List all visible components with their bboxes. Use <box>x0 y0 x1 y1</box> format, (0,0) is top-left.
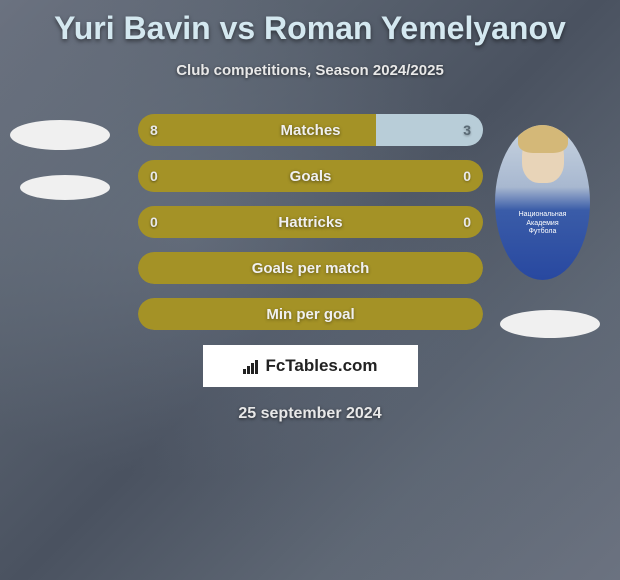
stat-row: 00Hattricks <box>138 206 483 238</box>
stats-container: 83Matches 00Goals 00Hattricks Goals per mat… <box>138 114 483 330</box>
stat-label: Goals per match <box>138 252 483 284</box>
stat-right-value: 0 <box>311 206 484 238</box>
stat-right-value: 3 <box>376 114 483 146</box>
placeholder-ellipse <box>10 120 110 150</box>
placeholder-ellipse <box>500 310 600 338</box>
photo-face <box>522 133 564 183</box>
brand-box: FcTables.com <box>203 345 418 387</box>
chart-icon <box>242 356 262 376</box>
jersey-text: Национальная Академия Футбола <box>519 211 567 236</box>
jersey-line: Национальная <box>519 211 567 219</box>
stat-label: Min per goal <box>138 298 483 330</box>
stat-row: Min per goal <box>138 298 483 330</box>
stat-row: Goals per match <box>138 252 483 284</box>
stat-left-value: 0 <box>138 206 311 238</box>
brand-text: FcTables.com <box>265 356 377 376</box>
stat-row: 83Matches <box>138 114 483 146</box>
player-left-placeholder <box>10 120 110 275</box>
jersey-line: Футбола <box>519 228 567 236</box>
stat-left-value: 0 <box>138 160 311 192</box>
page-title: Yuri Bavin vs Roman Yemelyanov <box>0 10 620 47</box>
placeholder-ellipse <box>20 175 110 200</box>
player-right-photo: Национальная Академия Футбола <box>495 125 590 280</box>
stat-row: 00Goals <box>138 160 483 192</box>
jersey-line: Академия <box>519 220 567 228</box>
stat-right-value: 0 <box>311 160 484 192</box>
date-text: 25 september 2024 <box>0 405 620 423</box>
stat-left-value: 8 <box>138 114 376 146</box>
photo-hair <box>518 125 568 153</box>
subtitle: Club competitions, Season 2024/2025 <box>0 62 620 79</box>
